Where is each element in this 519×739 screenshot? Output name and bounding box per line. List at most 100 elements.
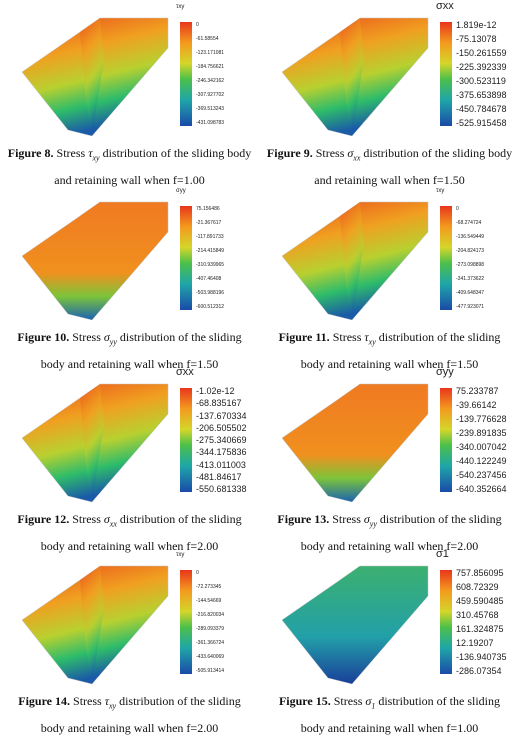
colorbar-label: -246.342162 xyxy=(196,78,225,84)
colorbar-label: -275.340669 xyxy=(196,435,247,445)
caption-text: distribution of the sliding body and ret… xyxy=(40,694,241,736)
colorbar-label: -375.653898 xyxy=(456,90,507,100)
colorbar-label: 1.819e-12 xyxy=(456,20,497,30)
retaining-wall xyxy=(80,202,104,320)
figure: σ1 757.856095 608.72329 459.590485 310.45768… xyxy=(260,548,519,735)
colorbar-label: -117.891733 xyxy=(196,234,224,240)
caption-symbol: τ xyxy=(364,330,369,344)
colorbar-label: -440.122249 xyxy=(456,456,507,466)
colorbar-title: τxy xyxy=(176,4,185,10)
colorbar-label: -21.367617 xyxy=(196,220,222,226)
colorbar-label: -68.835167 xyxy=(196,398,242,409)
caption-label: Figure 15. xyxy=(278,694,331,708)
colorbar-label: -68.274724 xyxy=(456,220,482,226)
colorbar-label: -307.927702 xyxy=(196,92,225,98)
figure: σyy 75.156486 -21.367617 -117.891733 -214.41… xyxy=(0,184,259,371)
caption-subscript: xx xyxy=(353,153,361,163)
colorbar-label: -216.820034 xyxy=(196,612,225,618)
caption-subscript: yy xyxy=(369,519,377,529)
caption-label: Figure 12. xyxy=(17,512,70,526)
caption-subscript: xy xyxy=(108,701,117,711)
caption-symbol: τ xyxy=(88,146,93,160)
colorbar-title: σ1 xyxy=(436,548,449,560)
caption-text: Stress xyxy=(333,694,363,708)
colorbar-label: 0 xyxy=(196,22,199,28)
caption-text: Stress xyxy=(332,330,362,344)
caption-symbol: σ xyxy=(103,512,110,526)
caption-label: Figure 10. xyxy=(17,330,70,344)
colorbar-label: -600.512312 xyxy=(196,304,225,310)
colorbar-label: -144.54669 xyxy=(196,598,222,604)
colorbar-label: -150.261559 xyxy=(456,48,507,58)
colorbar-label: 459.590485 xyxy=(456,596,504,606)
figure: τxy 0 -68.274724 -136.549449 -204.824173 -273… xyxy=(260,184,519,371)
colorbar-label: 161.324875 xyxy=(456,624,504,634)
colorbar-label: -300.523119 xyxy=(456,76,506,86)
colorbar-title: σyy xyxy=(176,188,186,194)
colorbar xyxy=(180,206,192,310)
colorbar-label: -525.915458 xyxy=(456,118,507,128)
figure: σyy 75.233787 -39.66142 -139.776628 -239.891… xyxy=(260,366,519,553)
colorbar-label: -481.84617 xyxy=(196,471,242,482)
figure: τxy 0 -61.58554 -123.171081 -184.756621 -246.… xyxy=(0,0,259,187)
colorbar-label: -75.13078 xyxy=(456,34,497,44)
caption-label: Figure 14. xyxy=(18,694,71,708)
colorbar-label: -431.098783 xyxy=(196,120,225,126)
colorbar-label: -204.824173 xyxy=(456,248,485,254)
colorbar xyxy=(180,22,192,126)
colorbar-label: 0 xyxy=(456,206,459,212)
caption-text: Stress xyxy=(56,146,86,160)
colorbar-label: -39.66142 xyxy=(456,400,497,410)
colorbar-title: σyy xyxy=(436,366,454,378)
caption-symbol: τ xyxy=(104,694,109,708)
retaining-wall xyxy=(340,202,364,320)
colorbar-label: -540.237456 xyxy=(456,470,507,480)
colorbar-label: 75.156486 xyxy=(196,206,220,212)
colorbar-label: -72.273345 xyxy=(196,584,222,590)
colorbar-label: -273.098898 xyxy=(456,262,485,268)
colorbar-label: -1.02e-12 xyxy=(196,386,235,396)
colorbar-label: -206.505502 xyxy=(196,422,247,433)
colorbar xyxy=(440,22,452,126)
colorbar-label: -450.784678 xyxy=(456,104,507,114)
colorbar xyxy=(440,570,452,674)
colorbar-label: -136.940735 xyxy=(456,652,507,662)
colorbar-label: -310.939965 xyxy=(196,262,225,268)
retaining-wall xyxy=(80,18,104,136)
caption: Figure 11. Stress τxy distribution of th… xyxy=(266,326,513,375)
caption-subscript: xx xyxy=(109,519,117,529)
colorbar-label: -344.175836 xyxy=(196,447,247,458)
colorbar-label: -407.46408 xyxy=(196,276,222,282)
contour-plot xyxy=(21,383,192,503)
colorbar-label: -289.093379 xyxy=(196,626,225,632)
figure: τxy 0 -72.273345 -144.54669 -216.820034 -289.… xyxy=(0,548,259,735)
colorbar-label: 75.233787 xyxy=(456,386,499,396)
colorbar-title: τxy xyxy=(436,188,445,194)
caption-text: Stress xyxy=(315,146,345,160)
colorbar-label: -286.07354 xyxy=(456,666,502,676)
contour-plot xyxy=(21,565,192,685)
caption-symbol: σ xyxy=(365,694,372,708)
caption: Figure 8. Stress τxy distribution of the… xyxy=(6,142,253,191)
colorbar-title: σxx xyxy=(176,366,194,378)
colorbar-label: -225.392339 xyxy=(456,62,507,72)
colorbar-label: -123.171081 xyxy=(196,50,225,56)
colorbar-label: -477.923071 xyxy=(456,304,485,310)
colorbar-label: 12.19207 xyxy=(456,638,494,648)
colorbar-label: -361.366724 xyxy=(196,640,225,646)
caption-symbol: σ xyxy=(103,330,110,344)
caption-text: distribution of the sliding body and ret… xyxy=(300,330,501,372)
caption-text: distribution of the sliding body and ret… xyxy=(40,330,242,372)
retaining-wall xyxy=(80,384,104,502)
caption: Figure 13. Stress σyy distribution of th… xyxy=(266,508,513,557)
contour-plot xyxy=(21,17,192,137)
contour-plot xyxy=(281,565,452,685)
caption-text: distribution of the sliding body and ret… xyxy=(54,146,252,188)
colorbar-label: 757.856095 xyxy=(456,568,504,578)
colorbar-label: -137.670334 xyxy=(196,410,247,421)
colorbar-label: -640.352664 xyxy=(456,484,507,494)
caption-subscript: yy xyxy=(109,337,117,347)
colorbar xyxy=(440,206,452,310)
caption-text: Stress xyxy=(73,694,102,708)
